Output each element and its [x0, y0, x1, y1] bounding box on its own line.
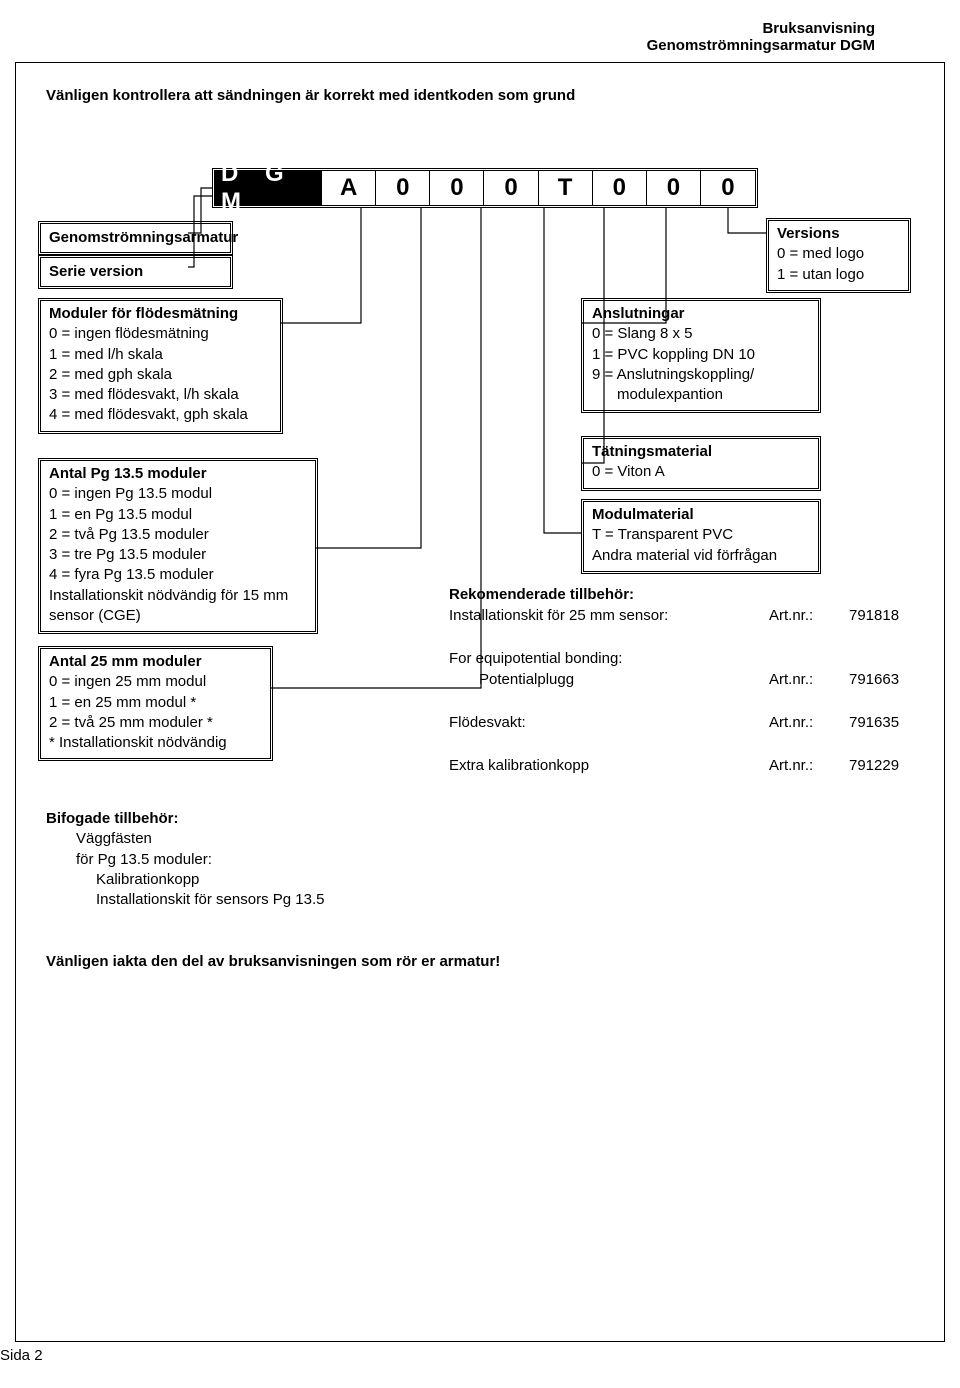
code-cell-6: 0 — [593, 171, 647, 205]
box-flow-r2: 2 = med gph skala — [49, 365, 272, 385]
rec-0-l: Installationskit för 25 mm sensor: — [449, 605, 769, 626]
box-versions: Versions 0 = med logo 1 = utan logo — [766, 218, 911, 293]
box-flow-r3: 3 = med flödesvakt, l/h skala — [49, 385, 272, 405]
box-25-r0: 0 = ingen 25 mm modul — [49, 672, 262, 692]
box-pg135: Antal Pg 13.5 moduler 0 = ingen Pg 13.5 … — [38, 458, 318, 634]
rec-2-r: 791663 — [849, 669, 919, 690]
rec-2-m: Art.nr.: — [769, 669, 849, 690]
page-frame: Vänligen kontrollera att sändningen är k… — [15, 62, 945, 1342]
box-mod-r1: Andra material vid förfrågan — [592, 546, 810, 566]
rec-3-r: 791635 — [849, 712, 919, 733]
rec-1-l: For equipotential bonding: — [449, 648, 769, 669]
box-mod-title: Modulmaterial — [592, 505, 810, 525]
box-pg-r1: 1 = en Pg 13.5 modul — [49, 505, 307, 525]
box-pg-r0: 0 = ingen Pg 13.5 modul — [49, 484, 307, 504]
rec-row-2: Potentialplugg Art.nr.: 791663 — [449, 669, 934, 690]
rec-row-1: For equipotential bonding: — [449, 648, 934, 669]
rec-title: Rekomenderade tillbehör: — [449, 584, 934, 605]
bif-2: Kalibrationkopp — [46, 870, 324, 890]
intro-text: Vänligen kontrollera att sändningen är k… — [46, 87, 575, 104]
box-flow-r0: 0 = ingen flödesmätning — [49, 324, 272, 344]
box-pg-r6: sensor (CGE) — [49, 606, 307, 626]
rec-2-l: Potentialplugg — [449, 669, 769, 690]
doc-header: Bruksanvisning Genomströmningsarmatur DG… — [647, 20, 875, 54]
bif-title: Bifogade tillbehör: — [46, 809, 324, 829]
box-product: Genomströmningsarmatur — [38, 221, 233, 255]
box-25-title: Antal 25 mm moduler — [49, 652, 262, 672]
box-25-r3: * Installationskit nödvändig — [49, 733, 262, 753]
box-mod-r0: T = Transparent PVC — [592, 525, 810, 545]
closing-note: Vänligen iakta den del av bruksanvisning… — [46, 953, 500, 970]
page-number: Sida 2 — [0, 1347, 43, 1364]
box-25mm: Antal 25 mm moduler 0 = ingen 25 mm modu… — [38, 646, 273, 761]
box-flow-r1: 1 = med l/h skala — [49, 345, 272, 365]
included-accessories: Bifogade tillbehör: Väggfästen för Pg 13… — [46, 809, 324, 910]
rec-4-r: 791229 — [849, 755, 919, 776]
code-cell-5: T — [539, 171, 593, 205]
recommended-accessories: Rekomenderade tillbehör: Installationski… — [449, 584, 934, 776]
bif-1: för Pg 13.5 moduler: — [46, 850, 324, 870]
box-product-label: Genomströmningsarmatur — [49, 229, 238, 246]
box-conn-r0: 0 = Slang 8 x 5 — [592, 324, 810, 344]
header-line1: Bruksanvisning — [647, 20, 875, 37]
box-seal-r0: 0 = Viton A — [592, 462, 810, 482]
box-serie-label: Serie version — [49, 263, 143, 280]
rec-3-m: Art.nr.: — [769, 712, 849, 733]
code-cell-2: 0 — [376, 171, 430, 205]
box-flow-r4: 4 = med flödesvakt, gph skala — [49, 405, 272, 425]
rec-4-m: Art.nr.: — [769, 755, 849, 776]
rec-0-m: Art.nr.: — [769, 605, 849, 626]
rec-row-3: Flödesvakt: Art.nr.: 791635 — [449, 712, 934, 733]
code-cell-7: 0 — [647, 171, 701, 205]
rec-row-0: Installationskit för 25 mm sensor: Art.n… — [449, 605, 934, 626]
rec-4-l: Extra kalibrationkopp — [449, 755, 769, 776]
box-25-r1: 1 = en 25 mm modul * — [49, 693, 262, 713]
box-conn-r2: 9 = Anslutningskoppling/ — [592, 365, 810, 385]
box-pg-r4: 4 = fyra Pg 13.5 moduler — [49, 565, 307, 585]
box-seal: Tätningsmaterial 0 = Viton A — [581, 436, 821, 491]
box-versions-r0: 0 = med logo — [777, 244, 900, 264]
code-cell-dgm: D G M — [215, 171, 322, 205]
box-seal-title: Tätningsmaterial — [592, 442, 810, 462]
ident-code-strip: D G M A 0 0 0 T 0 0 0 — [212, 168, 758, 208]
box-modulmaterial: Modulmaterial T = Transparent PVC Andra … — [581, 499, 821, 574]
rec-0-r: 791818 — [849, 605, 919, 626]
box-flow: Moduler för flödesmätning 0 = ingen flöd… — [38, 298, 283, 434]
box-pg-title: Antal Pg 13.5 moduler — [49, 464, 307, 484]
code-cell-4: 0 — [484, 171, 538, 205]
header-line2: Genomströmningsarmatur DGM — [647, 37, 875, 54]
box-conn-title: Anslutningar — [592, 304, 810, 324]
rec-row-4: Extra kalibrationkopp Art.nr.: 791229 — [449, 755, 934, 776]
box-versions-title: Versions — [777, 224, 900, 244]
code-cell-8: 0 — [701, 171, 755, 205]
box-conn-r1: 1 = PVC koppling DN 10 — [592, 345, 810, 365]
code-cell-3: 0 — [430, 171, 484, 205]
box-versions-r1: 1 = utan logo — [777, 265, 900, 285]
bif-3: Installationskit för sensors Pg 13.5 — [46, 890, 324, 910]
box-pg-r2: 2 = två Pg 13.5 moduler — [49, 525, 307, 545]
code-cell-1: A — [322, 171, 376, 205]
box-conn-r3: modulexpantion — [592, 385, 810, 405]
bif-0: Väggfästen — [46, 829, 324, 849]
box-pg-r5: Installationskit nödvändig för 15 mm — [49, 586, 307, 606]
box-serie: Serie version — [38, 255, 233, 289]
box-pg-r3: 3 = tre Pg 13.5 moduler — [49, 545, 307, 565]
box-connections: Anslutningar 0 = Slang 8 x 5 1 = PVC kop… — [581, 298, 821, 413]
box-flow-title: Moduler för flödesmätning — [49, 304, 272, 324]
box-25-r2: 2 = två 25 mm moduler * — [49, 713, 262, 733]
rec-3-l: Flödesvakt: — [449, 712, 769, 733]
